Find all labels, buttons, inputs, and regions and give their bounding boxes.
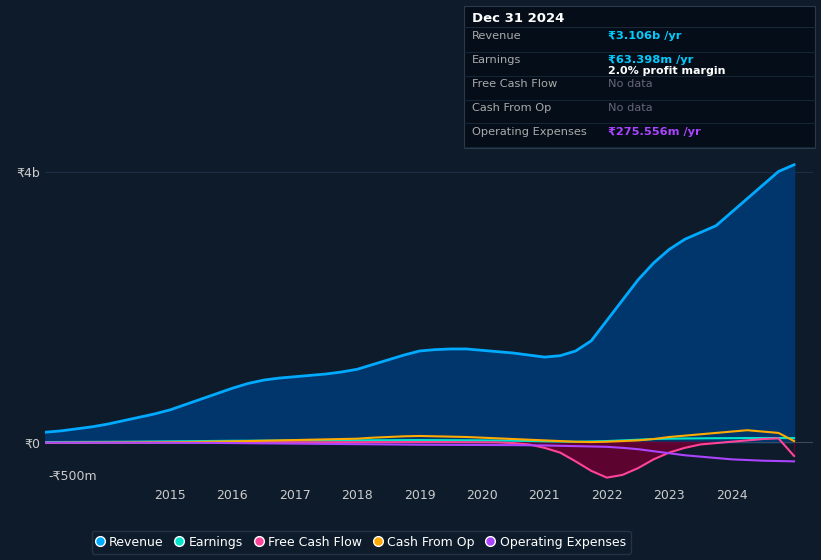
Text: Free Cash Flow: Free Cash Flow xyxy=(472,79,557,89)
Text: Revenue: Revenue xyxy=(472,31,521,41)
Legend: Revenue, Earnings, Free Cash Flow, Cash From Op, Operating Expenses: Revenue, Earnings, Free Cash Flow, Cash … xyxy=(92,531,631,554)
Text: Cash From Op: Cash From Op xyxy=(472,103,552,113)
Text: ₹63.398m /yr: ₹63.398m /yr xyxy=(608,55,693,65)
Text: Earnings: Earnings xyxy=(472,55,521,65)
Text: No data: No data xyxy=(608,79,652,89)
Text: Dec 31 2024: Dec 31 2024 xyxy=(472,12,565,25)
Text: ₹275.556m /yr: ₹275.556m /yr xyxy=(608,127,700,137)
Text: Operating Expenses: Operating Expenses xyxy=(472,127,587,137)
Text: -₹500m: -₹500m xyxy=(48,470,97,483)
Text: No data: No data xyxy=(608,103,652,113)
Text: 2.0% profit margin: 2.0% profit margin xyxy=(608,67,725,76)
Text: ₹3.106b /yr: ₹3.106b /yr xyxy=(608,31,681,41)
